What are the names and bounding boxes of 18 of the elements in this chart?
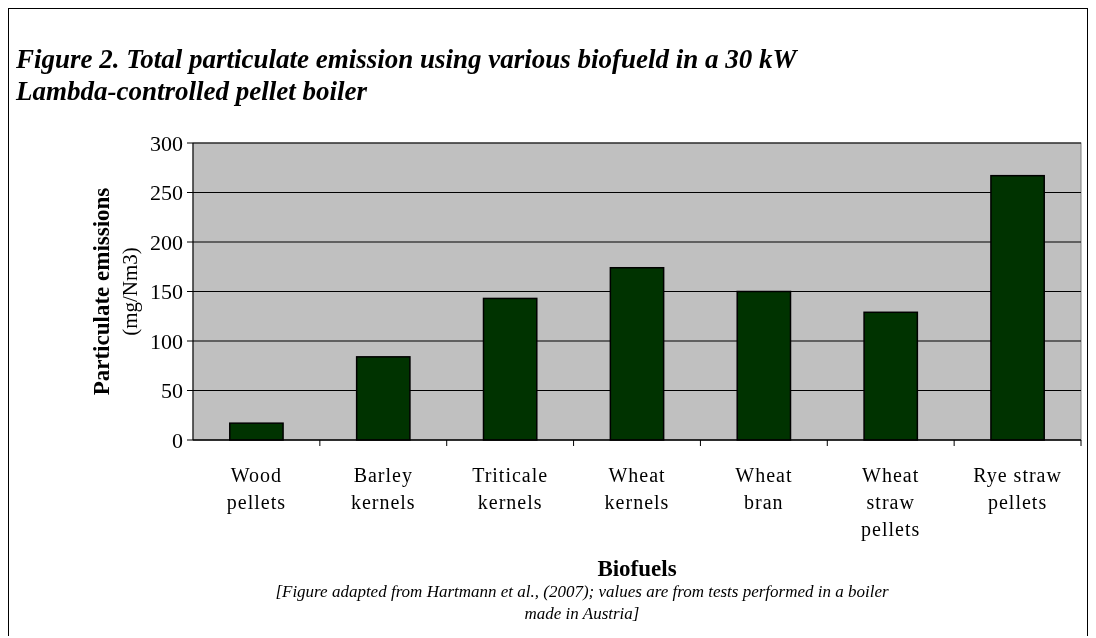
y-tick-label: 100 [150,328,183,354]
x-tick-label: Rye straw pellets [973,464,1062,514]
chart-title: Figure 2. Total particulate emission using various biofueld in a 30 kW Lambda-controlled pellet boiler [15,44,799,106]
x-tick-label: Wood pellets [226,464,287,514]
y-tick-label: 300 [150,130,183,156]
y-tick-label: 200 [150,229,183,255]
y-tick-label: 0 [172,427,183,453]
y-tick-label: 150 [150,279,183,305]
x-tick-label: Wheat bran [735,464,793,513]
y-axis-title: Particulate emissions (mg/Nm3) [89,187,142,396]
x-tick-label: Wheat straw pellets [861,464,921,541]
y-tick-label: 50 [161,378,183,404]
x-tick-label: Wheat kernels [604,464,670,513]
x-tick-label: Triticale kernels [472,464,549,513]
x-axis-title: Biofuels [597,556,677,581]
text: [Figure adapted from Hartmann et al., (2007); values are from tests performed in a boiler made in Austria] [275,582,889,623]
y-tick-label: 250 [150,180,183,206]
x-tick-label: Barley kernels [350,464,416,513]
